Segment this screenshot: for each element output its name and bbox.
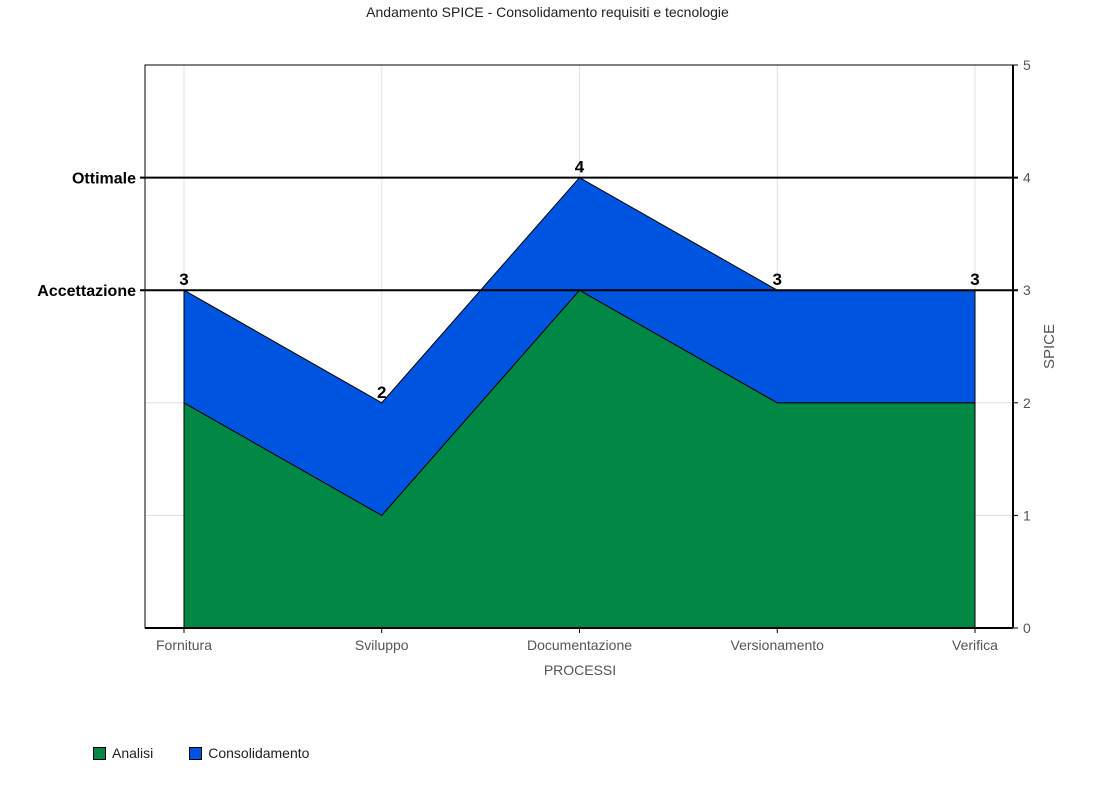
data-label: 3 xyxy=(970,270,979,289)
y-tick-label: 5 xyxy=(1023,57,1031,73)
y-tick-label: 3 xyxy=(1023,282,1031,298)
legend-swatch-consolidamento xyxy=(189,746,203,760)
x-tick-label: Documentazione xyxy=(527,637,632,653)
reference-label: Ottimale xyxy=(72,171,136,188)
y-tick-label: 2 xyxy=(1023,395,1031,411)
legend-item-analisi: Analisi xyxy=(93,745,153,761)
chart-title: Andamento SPICE - Consolidamento requisi… xyxy=(366,4,729,20)
legend-item-consolidamento: Consolidamento xyxy=(189,745,309,761)
legend-swatch-analisi xyxy=(93,746,106,760)
data-label: 4 xyxy=(575,158,585,177)
y-tick-label: 0 xyxy=(1023,620,1031,636)
legend-label-analisi: Analisi xyxy=(112,745,154,761)
x-axis-title: PROCESSI xyxy=(544,662,616,678)
x-tick-label: Fornitura xyxy=(156,637,212,653)
y-tick-label: 4 xyxy=(1023,170,1031,186)
x-tick-label: Sviluppo xyxy=(355,637,409,653)
data-label: 3 xyxy=(179,270,188,289)
area-consolidamento xyxy=(183,176,976,517)
data-label: 3 xyxy=(773,270,782,289)
x-tick-label: Versionamento xyxy=(731,637,825,653)
x-tick-label: Verifica xyxy=(952,637,998,653)
data-label: 2 xyxy=(377,383,386,402)
y-tick-label: 1 xyxy=(1023,507,1031,523)
y-axis-title: SPICE xyxy=(1041,324,1058,369)
legend: Analisi Consolidamento xyxy=(93,745,309,761)
legend-label-consolidamento: Consolidamento xyxy=(208,745,310,761)
reference-label: Accettazione xyxy=(37,283,136,300)
